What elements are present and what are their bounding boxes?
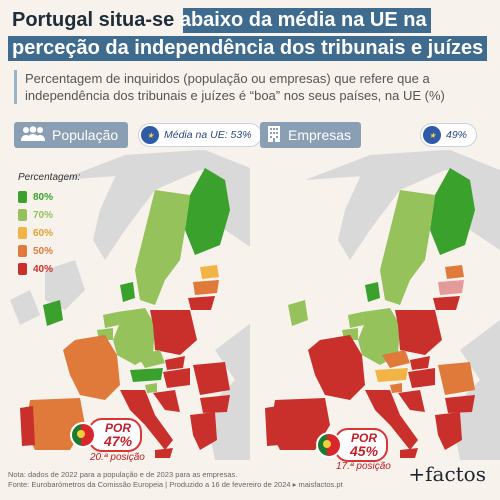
legend: Percentagem: 80% 70% 60% 50% 40% [18,172,80,281]
subtitle: Percentagem de inquiridos (população ou … [14,70,500,104]
romania [193,362,230,395]
bulgaria [200,395,230,413]
slovakia [165,356,185,370]
estonia [200,265,219,279]
netherlands [103,312,119,328]
legend-item: 40% [18,263,80,275]
rank-companies: 17.ª posição [336,461,391,472]
legend-title: Percentagem: [18,172,81,183]
title-line-2: perceção da independência dos tribunais … [8,36,488,61]
brand-logo: +factos [408,462,486,486]
map-companies [250,150,500,460]
portugal-flag-icon [70,422,96,448]
panel-header-companies: Empresas [260,122,362,148]
population-pill: População [14,122,129,148]
rank-population: 20.ª posição [90,452,145,463]
panel-header-population: População [14,122,129,148]
population-label: População [52,127,119,143]
hungary [163,368,190,388]
slovenia [145,383,157,393]
portugal-flag-icon [316,432,342,458]
france [63,335,120,400]
title: Portugal situa-se abaixo da média na UE … [8,8,492,64]
croatia [153,390,180,412]
footer: Nota: dados de 2022 para a população e d… [8,470,388,490]
footer-note: Nota: dados de 2022 para a população e d… [8,470,238,479]
legend-item: 50% [18,245,80,257]
lithuania [188,296,215,310]
latvia [193,280,219,295]
germany [113,308,155,365]
eu-flag-icon [141,126,159,144]
people-icon [20,125,46,145]
portugal-callout-population: POR 47% [70,418,143,452]
eu-flag-icon [423,126,441,144]
poland [150,310,197,355]
companies-pill: Empresas [260,122,362,148]
portugal [20,406,35,446]
denmark [120,282,135,302]
legend-item: 80% [18,191,80,203]
austria [130,368,163,382]
footer-source: Fonte: Eurobarómetros da Comissão Europe… [8,480,343,489]
portugal-callout-companies: POR 45% [316,428,389,462]
ireland [43,300,63,326]
eu-average-population: Média na UE: 53% [138,122,262,148]
italy [120,390,173,450]
sweden [135,190,190,305]
building-icon [266,125,282,146]
finland [185,168,230,255]
map-population [5,150,255,460]
greece [190,412,217,450]
eu-average-companies: 49% [420,122,478,148]
title-line-1: Portugal situa-se abaixo da média na UE … [8,8,431,33]
czechia [137,350,165,368]
legend-item: 70% [18,209,80,221]
legend-item: 60% [18,227,80,239]
companies-label: Empresas [288,127,352,143]
